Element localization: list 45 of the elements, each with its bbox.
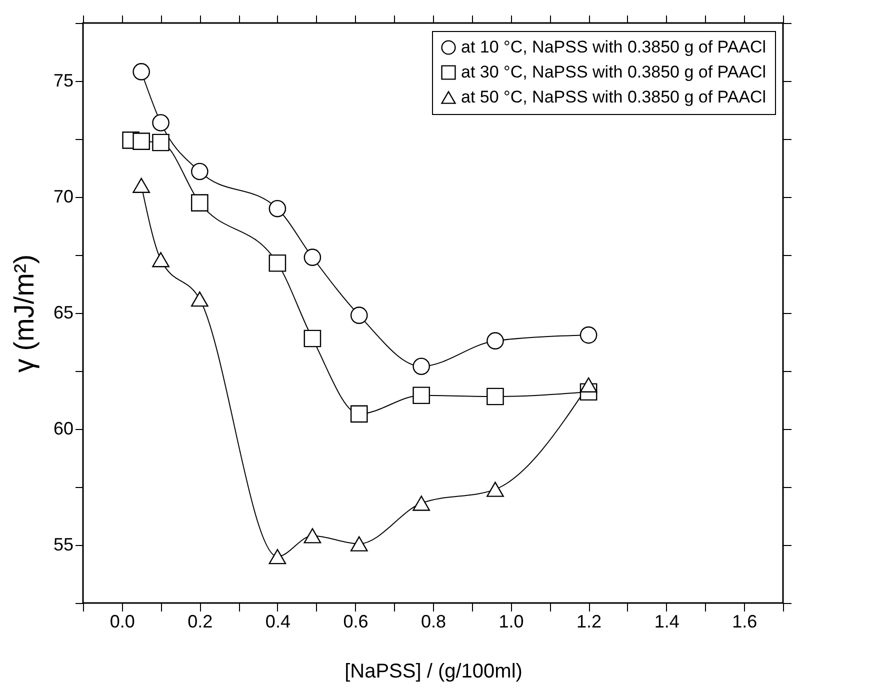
point (350, 405, 368, 423)
x-tick-label: 0.2 (188, 612, 213, 632)
point (412, 358, 430, 376)
point (132, 63, 150, 80)
point (486, 332, 504, 350)
point (191, 292, 208, 307)
point (268, 549, 286, 564)
point (304, 528, 322, 544)
point (580, 377, 598, 392)
x-tick-label: 0.8 (420, 612, 446, 632)
legend-label: at 10 °C, NaPSS with 0.3850 g of PAACl (461, 38, 766, 56)
y-tick-label: 65 (53, 302, 74, 322)
point (412, 386, 430, 404)
legend-label: at 50 °C, NaPSS with 0.3850 g of PAACl (461, 88, 766, 106)
point (412, 496, 430, 511)
x-tick-label: 1.6 (732, 612, 758, 632)
x-tick-label: 0.0 (110, 612, 135, 632)
point (304, 248, 322, 266)
point (268, 200, 286, 218)
y-tick-label: 75 (53, 70, 74, 90)
point (268, 254, 286, 272)
y-tick-label: 55 (53, 534, 74, 554)
x-tick-label: 1.2 (576, 612, 602, 632)
point (152, 114, 170, 132)
x-tick-label: 0.4 (265, 612, 290, 632)
point (304, 330, 322, 348)
point (580, 326, 598, 344)
point (152, 252, 170, 268)
x-tick-label: 1.0 (498, 612, 524, 632)
point (350, 536, 368, 552)
point (152, 134, 170, 152)
point (350, 306, 368, 324)
y-tick-label: 70 (53, 186, 74, 206)
point (486, 482, 504, 497)
legend-label: at 30 °C, NaPSS with 0.3850 g of PAACl (461, 62, 766, 82)
point (132, 132, 150, 150)
x-tick-label: 1.4 (654, 612, 680, 632)
point (132, 178, 150, 193)
point (191, 194, 208, 212)
x-tick-label: 0.6 (343, 612, 368, 632)
y-axis-title: γ (mJ/m²) (8, 254, 40, 373)
point (486, 388, 504, 406)
y-tick-label: 60 (53, 418, 74, 438)
point (191, 162, 208, 180)
x-axis-title: [NaPSS] / (g/100ml) (344, 660, 522, 682)
